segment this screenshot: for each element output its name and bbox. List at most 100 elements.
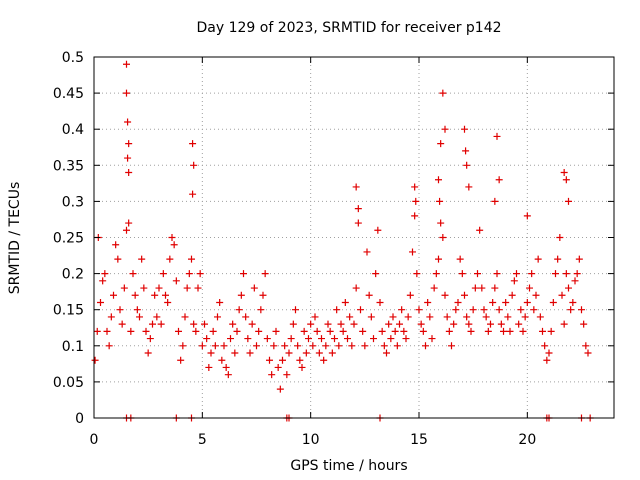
axis-ticks: 0 5 10 15 20 0 0.05 0.1 0.15 0.2 0.25 0.3 0.35 0.4 0.4…	[53, 50, 614, 448]
data-point	[276, 385, 284, 393]
data-point	[116, 306, 124, 314]
data-point	[333, 306, 341, 314]
data-point	[222, 363, 230, 371]
data-point	[216, 298, 224, 306]
data-point	[562, 176, 570, 184]
data-point	[402, 335, 410, 343]
data-point	[462, 147, 470, 155]
data-point	[432, 270, 440, 278]
data-point	[376, 298, 384, 306]
data-point	[534, 255, 542, 263]
y-tick-label: 0.5	[62, 50, 84, 66]
data-point	[439, 89, 447, 97]
y-tick-label: 0.3	[62, 194, 84, 210]
data-point	[309, 342, 317, 350]
x-tick-label: 15	[410, 432, 428, 448]
data-point	[495, 306, 503, 314]
data-point	[112, 241, 120, 249]
data-point	[101, 270, 109, 278]
data-point	[415, 306, 423, 314]
data-point	[250, 284, 258, 292]
data-point	[584, 349, 592, 357]
data-point	[365, 291, 373, 299]
data-point	[124, 154, 132, 162]
data-point	[461, 125, 468, 133]
y-tick-label: 0	[75, 411, 84, 427]
data-point	[352, 284, 360, 292]
data-point	[311, 313, 319, 321]
data-point	[517, 306, 525, 314]
data-point	[474, 270, 481, 278]
y-tick-label: 0.45	[53, 86, 84, 102]
data-point	[229, 320, 237, 328]
data-point	[190, 320, 198, 328]
data-point	[91, 356, 99, 364]
data-point	[560, 320, 568, 328]
data-point	[465, 183, 473, 191]
y-tick-label: 0.1	[62, 339, 84, 355]
data-point	[292, 306, 299, 314]
data-point	[580, 320, 588, 328]
data-point	[363, 248, 371, 256]
data-point	[484, 327, 492, 335]
data-point	[463, 161, 471, 169]
data-point	[97, 298, 104, 306]
data-point	[463, 313, 471, 321]
data-point	[131, 291, 139, 299]
data-point	[417, 320, 425, 328]
data-point	[437, 219, 445, 227]
data-point	[315, 349, 323, 357]
data-point	[125, 140, 133, 148]
data-point	[354, 205, 362, 213]
data-point	[575, 255, 583, 263]
data-point	[413, 270, 421, 278]
data-point	[181, 313, 189, 321]
data-point	[190, 161, 198, 169]
data-point	[138, 255, 146, 263]
data-point	[582, 342, 590, 350]
data-point	[114, 255, 122, 263]
y-tick-label: 0.05	[53, 375, 84, 391]
data-point	[491, 284, 499, 292]
data-point	[448, 342, 455, 350]
data-point	[573, 270, 581, 278]
data-point	[441, 291, 449, 299]
data-point	[435, 176, 442, 184]
data-point	[450, 320, 458, 328]
data-point	[201, 320, 208, 328]
data-point	[189, 190, 197, 198]
data-point	[140, 284, 148, 292]
data-point	[523, 212, 531, 220]
data-point	[157, 320, 165, 328]
data-point	[543, 356, 551, 364]
data-point	[326, 327, 334, 335]
data-point	[571, 277, 579, 285]
data-point	[257, 306, 265, 314]
data-point	[211, 342, 219, 350]
data-point	[266, 356, 273, 364]
data-point	[263, 335, 271, 343]
chart-title: Day 129 of 2023, SRMTID for receiver p14…	[196, 20, 501, 36]
data-point	[519, 327, 527, 335]
data-point	[196, 270, 204, 278]
data-point	[127, 327, 135, 335]
data-point	[151, 291, 159, 299]
data-point	[387, 335, 395, 343]
data-point	[530, 306, 538, 314]
data-point	[436, 197, 444, 205]
data-point	[155, 284, 163, 292]
data-point	[194, 284, 202, 292]
data-point	[536, 313, 544, 321]
data-point	[441, 125, 449, 133]
data-point	[458, 270, 466, 278]
data-point	[513, 270, 520, 278]
data-series	[91, 60, 594, 422]
data-point	[274, 363, 282, 371]
data-point	[259, 291, 267, 299]
data-point	[412, 197, 420, 205]
data-point	[467, 327, 475, 335]
x-tick-label: 10	[302, 432, 320, 448]
data-point	[480, 306, 488, 314]
data-point	[285, 349, 293, 357]
data-point	[149, 320, 156, 328]
